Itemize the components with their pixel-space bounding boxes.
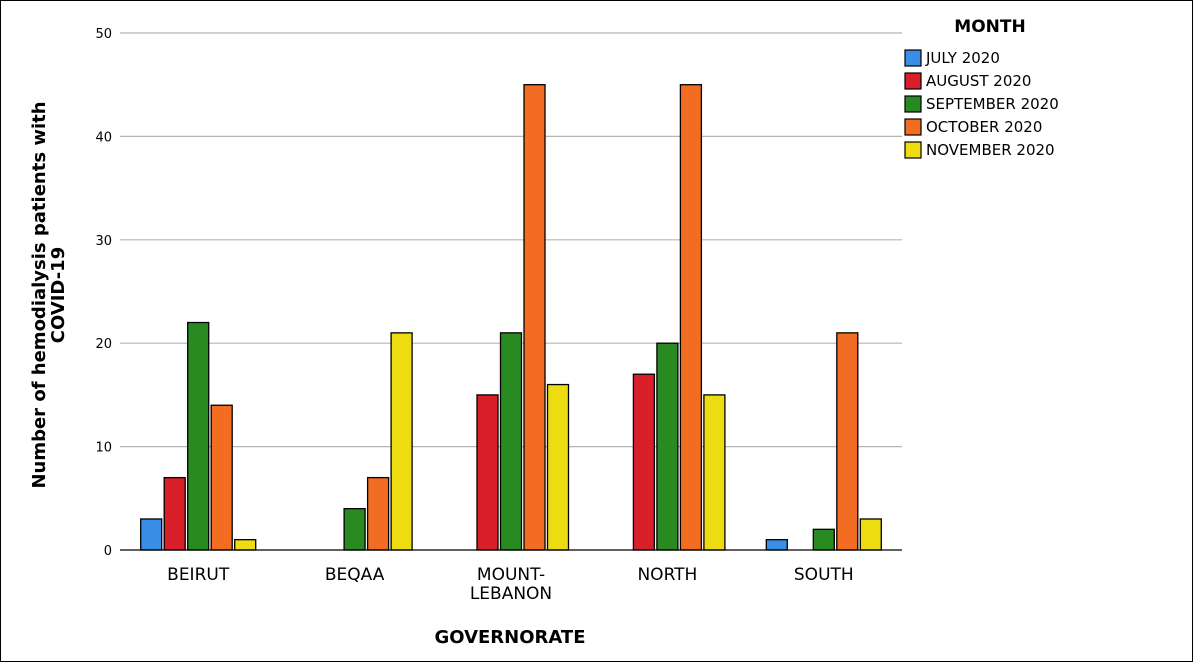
bar-september-2020 [187, 321, 210, 551]
bar-october-2020 [836, 332, 859, 551]
x-category-label: NORTH [637, 565, 697, 585]
legend-swatch [904, 118, 922, 136]
x-category-label: SOUTH [794, 565, 854, 585]
bar-august-2020 [632, 373, 656, 551]
bar-october-2020 [523, 84, 546, 551]
bar-november-2020 [859, 518, 882, 551]
legend-label: AUGUST 2020 [926, 72, 1031, 90]
bar-july-2020 [765, 539, 788, 551]
y-axis-title-line2: COVID-19 [48, 247, 69, 343]
bar-november-2020 [703, 394, 726, 551]
y-tick-label: 30 [95, 234, 112, 249]
legend: MONTH JULY 2020 AUGUST 2020 SEPTEMBER 2020… [904, 17, 1059, 159]
legend-title: MONTH [954, 17, 1025, 37]
legend-swatch [904, 72, 922, 90]
y-tick-label: 40 [95, 130, 112, 145]
x-axis-title: GOVERNORATE [434, 627, 585, 648]
x-category-label: BEQAA [325, 565, 385, 585]
y-axis-title: Number of hemodialysis patients with COV… [29, 101, 69, 488]
y-tick-label: 10 [95, 441, 112, 456]
y-tick-label: 0 [104, 544, 112, 559]
bar-september-2020 [499, 332, 523, 551]
legend-label: JULY 2020 [925, 49, 1000, 67]
x-category-label: LEBANON [470, 584, 552, 604]
y-tick-label: 50 [95, 27, 112, 42]
bar-september-2020 [812, 528, 835, 551]
x-axis-category-labels: BEIRUT BEQAA MOUNT-LEBANON NORTH SOUTH [167, 565, 854, 604]
legend-swatch [904, 141, 922, 159]
legend-swatch [904, 49, 922, 67]
bar-august-2020 [163, 476, 186, 551]
bar-november-2020 [234, 539, 257, 551]
x-category-label: MOUNT- [477, 565, 545, 585]
x-category-label: BEIRUT [167, 565, 230, 585]
y-axis-title-line1: Number of hemodialysis patients with [29, 101, 50, 488]
bar-november-2020 [390, 332, 413, 551]
bar-september-2020 [343, 507, 366, 551]
bar-november-2020 [546, 383, 570, 551]
legend-swatch [904, 95, 922, 113]
legend-label: NOVEMBER 2020 [926, 141, 1055, 159]
bar-october-2020 [366, 476, 390, 551]
bar-august-2020 [476, 394, 499, 551]
legend-label: OCTOBER 2020 [926, 118, 1042, 136]
bar-september-2020 [656, 342, 679, 551]
legend-items: JULY 2020 AUGUST 2020 SEPTEMBER 2020 OCTOBE… [904, 49, 1059, 159]
y-tick-label: 20 [95, 337, 112, 352]
bars [140, 84, 882, 551]
legend-label: SEPTEMBER 2020 [926, 95, 1059, 113]
bar-october-2020 [210, 404, 233, 551]
bar-july-2020 [140, 518, 163, 551]
y-axis-ticks: 0 10 20 30 40 50 [95, 27, 112, 559]
bar-october-2020 [679, 84, 703, 551]
